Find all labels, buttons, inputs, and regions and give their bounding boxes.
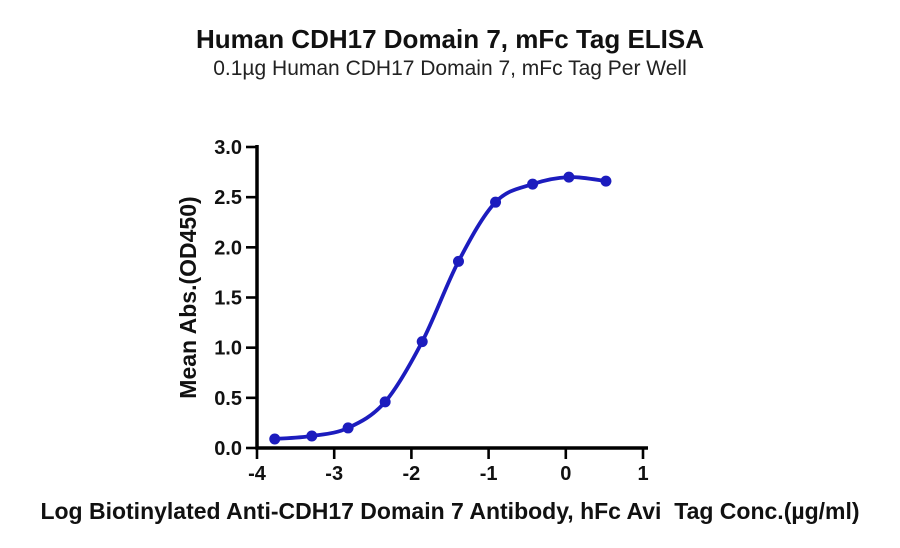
x-axis-title: Log Biotinylated Anti-CDH17 Domain 7 Ant…	[40, 498, 860, 524]
y-tick-label: 0.5	[214, 388, 242, 410]
x-tick-label: 0	[560, 463, 571, 485]
data-point	[600, 175, 612, 187]
chart-title: Human CDH17 Domain 7, mFc Tag ELISA	[195, 24, 705, 54]
y-tick-label: 1.0	[214, 338, 242, 360]
y-axis-title: Mean Abs.(OD450)	[175, 196, 201, 398]
x-tick-label: -2	[403, 463, 421, 485]
data-point	[342, 422, 354, 434]
chart-subtitle: 0.1µg Human CDH17 Domain 7, mFc Tag Per …	[213, 57, 687, 80]
data-point	[306, 430, 318, 442]
y-tick-label: 1.5	[214, 288, 242, 310]
data-point	[269, 433, 281, 445]
fit-curve	[272, 175, 608, 441]
y-tick-label: 0.0	[214, 438, 242, 460]
data-point	[379, 396, 391, 408]
y-tick-label: 2.0	[214, 237, 242, 259]
data-point	[416, 336, 428, 348]
data-point	[452, 255, 464, 267]
x-tick-label: 1	[637, 463, 648, 485]
y-tick-label: 2.5	[214, 187, 242, 209]
y-tick-label: 3.0	[214, 137, 242, 159]
data-point	[490, 196, 502, 208]
data-point	[563, 171, 575, 183]
x-tick-label: -1	[480, 463, 498, 485]
axis-spine	[255, 145, 648, 450]
x-tick-label: -3	[325, 463, 343, 485]
x-tick-label: -4	[248, 463, 267, 485]
data-point	[527, 178, 539, 190]
